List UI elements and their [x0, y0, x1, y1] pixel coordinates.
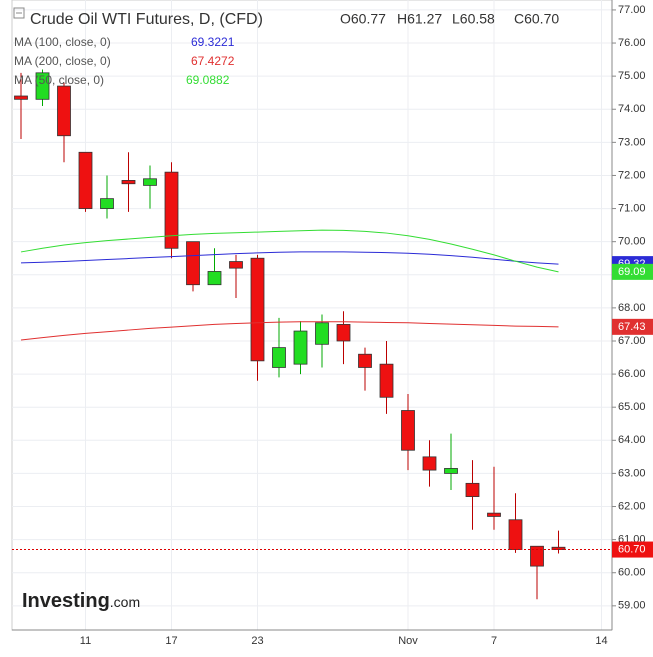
legend-name: MA (200, close, 0) [14, 54, 111, 68]
y-tick-label: 70.00 [618, 236, 646, 248]
y-tick-label: 67.00 [618, 335, 646, 347]
price-tag-label: 67.43 [618, 321, 646, 333]
y-tick-label: 76.00 [618, 37, 646, 49]
y-tick-label: 72.00 [618, 169, 646, 181]
ma-line [20, 251, 559, 265]
legend-value: 69.0882 [186, 73, 230, 87]
y-tick-label: 65.00 [618, 401, 646, 413]
candle-body [508, 519, 523, 550]
candle-body [186, 241, 200, 286]
x-tick-label: Nov [398, 635, 418, 647]
candle-body [229, 261, 243, 269]
candle-body [551, 546, 566, 550]
price-tag [612, 318, 653, 335]
candle-body [358, 353, 372, 368]
x-tick-label: 11 [80, 635, 91, 647]
candle-body [487, 512, 501, 517]
ma-line [20, 229, 559, 273]
candle-body [250, 257, 265, 362]
candle-body [57, 85, 71, 137]
legend-value: 67.4272 [191, 54, 235, 68]
y-tick-label: 63.00 [618, 467, 646, 479]
legend-name: MA (100, close, 0) [14, 35, 111, 49]
candle-body [143, 178, 157, 186]
y-tick-label: 66.00 [618, 368, 646, 380]
chart-title: Crude Oil WTI Futures, D, (CFD) [30, 11, 263, 28]
y-tick-label: 62.00 [618, 500, 646, 512]
price-tag-label: 60.70 [618, 543, 646, 555]
x-tick-label: 14 [595, 635, 607, 647]
candle-body [465, 482, 480, 497]
collapse-icon[interactable] [13, 7, 25, 19]
y-tick-label: 59.00 [618, 600, 646, 612]
legend-value: 69.3221 [191, 35, 235, 49]
y-tick-label: 71.00 [618, 202, 646, 214]
price-tag [612, 263, 653, 280]
y-tick-label: 64.00 [618, 434, 646, 446]
candle-body [35, 72, 50, 100]
ohlc-close: C60.70 [514, 11, 559, 27]
candle-body [14, 95, 28, 100]
candle-body [207, 271, 222, 286]
candle-body [121, 180, 136, 185]
candle-body [336, 324, 351, 342]
y-tick-label: 75.00 [618, 70, 646, 82]
candle-body [530, 545, 544, 567]
grid [12, 0, 612, 630]
marks [14, 69, 566, 600]
x-tick-label: 23 [251, 635, 263, 647]
y-tick-label: 60.00 [618, 567, 646, 579]
y-tick-label: 77.00 [618, 4, 646, 16]
candle-body [272, 347, 286, 368]
logo-suffix: .com [110, 594, 140, 610]
y-tick-label: 73.00 [618, 136, 646, 148]
x-tick-label: 17 [165, 635, 177, 647]
price-tag-label: 69.09 [618, 266, 646, 278]
candle-body [78, 151, 93, 209]
candle-body [422, 456, 437, 471]
candle-body [100, 198, 114, 209]
candle-body [315, 322, 329, 345]
candle-body [379, 363, 394, 398]
logo: Investing.com [22, 590, 140, 612]
ohlc-low: L60.58 [452, 11, 495, 27]
candle-body [401, 410, 415, 451]
y-tick-label: 68.00 [618, 302, 646, 314]
candle-body [164, 171, 179, 249]
x-tick-label: 7 [491, 635, 497, 647]
y-tick-label: 74.00 [618, 103, 646, 115]
logo-main: Investing [22, 590, 110, 612]
candle-body [293, 330, 308, 365]
ma-line [20, 321, 559, 341]
candle-body [444, 468, 458, 474]
ohlc-open: O60.77 [340, 11, 386, 27]
price-tag [612, 541, 653, 558]
legend-name: MA (50, close, 0) [14, 73, 104, 87]
ohlc-high: H61.27 [397, 11, 442, 27]
